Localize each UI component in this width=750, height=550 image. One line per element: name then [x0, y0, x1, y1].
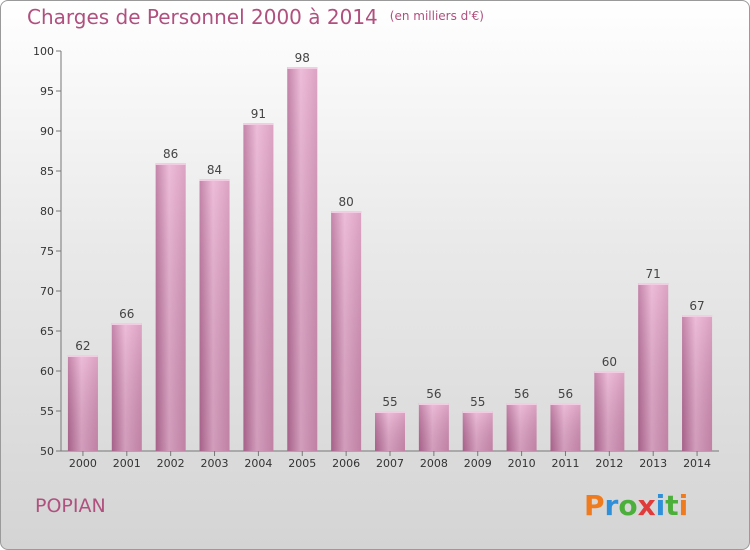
bar-shade	[682, 315, 713, 451]
x-tick-label: 2014	[683, 457, 711, 470]
bar-top-highlight	[331, 211, 362, 213]
logo-letter: P	[584, 489, 605, 522]
bar-shade	[638, 283, 669, 451]
logo-letter: i	[678, 489, 689, 522]
bar-shade	[331, 211, 362, 451]
bars: 62 66 86 84 91 98 80 55 56 55 56 56 60 71 67	[67, 51, 713, 451]
bar-top-highlight	[199, 179, 230, 181]
bar-top-highlight	[287, 67, 318, 69]
x-tick-label: 2000	[69, 457, 97, 470]
x-tick-label: 2003	[201, 457, 229, 470]
logo-letter: t	[665, 489, 679, 522]
x-axis: 2000 2001 2002 2003 2004 2005 2006 2007 2008 2009…	[61, 450, 719, 470]
bar-shade	[243, 123, 274, 451]
y-tick-label: 80	[40, 205, 54, 218]
bar-shade	[155, 163, 186, 451]
bar-value-label: 84	[207, 163, 222, 177]
proxiti-logo: Proxiti	[584, 489, 688, 522]
logo-letter: x	[637, 489, 656, 522]
bar-shade	[67, 355, 98, 451]
x-tick-label: 2010	[508, 457, 536, 470]
bar-value-label: 80	[338, 195, 353, 209]
y-axis: 50 55 60 65 70 75 80 85 90 95 100	[33, 45, 62, 458]
bar-top-highlight	[155, 163, 186, 165]
bar-value-label: 55	[382, 395, 397, 409]
bar-value-label: 56	[426, 387, 441, 401]
logo-letter: i	[655, 489, 666, 522]
bar-shade	[375, 411, 405, 451]
y-tick-label: 100	[33, 45, 54, 58]
y-tick-label: 65	[40, 325, 54, 338]
bar-shade	[550, 403, 581, 451]
title-text: Charges de Personnel 2000 à 2014	[27, 5, 378, 29]
y-tick-label: 85	[40, 165, 54, 178]
x-tick-label: 2008	[420, 457, 448, 470]
bar-value-label: 67	[689, 299, 704, 313]
bar-top-highlight	[111, 323, 142, 325]
x-tick-label: 2012	[595, 457, 623, 470]
x-tick-label: 2007	[376, 457, 404, 470]
bar-top-highlight	[375, 411, 405, 413]
y-tick-label: 60	[40, 365, 54, 378]
bar-shade	[462, 411, 493, 451]
logo-letter: o	[618, 489, 638, 522]
bar-shade	[111, 323, 142, 451]
bar-value-label: 62	[75, 339, 90, 353]
bar-value-label: 66	[119, 307, 134, 321]
bar-shade	[287, 67, 318, 451]
bar-top-highlight	[638, 283, 669, 285]
x-tick-label: 2006	[332, 457, 360, 470]
y-tick-label: 55	[40, 405, 54, 418]
bar-top-highlight	[418, 403, 449, 405]
y-tick-label: 75	[40, 245, 54, 258]
bar-top-highlight	[462, 411, 493, 413]
bar-shade	[418, 403, 449, 451]
y-tick-label: 90	[40, 125, 54, 138]
bar-shade	[594, 371, 625, 451]
y-tick-label: 50	[40, 445, 54, 458]
x-tick-label: 2004	[244, 457, 272, 470]
bar-value-label: 86	[163, 147, 178, 161]
bar-top-highlight	[594, 371, 625, 373]
bar-top-highlight	[67, 355, 98, 357]
x-tick-label: 2009	[464, 457, 492, 470]
bar-value-label: 91	[251, 107, 266, 121]
bar-value-label: 56	[558, 387, 573, 401]
bar-value-label: 55	[470, 395, 485, 409]
y-tick-label: 70	[40, 285, 54, 298]
bar-top-highlight	[682, 315, 713, 317]
bar-top-highlight	[506, 403, 537, 405]
bar-top-highlight	[243, 123, 274, 125]
bar-value-label: 71	[646, 267, 661, 281]
bar-value-label: 98	[295, 51, 310, 65]
bar-value-label: 56	[514, 387, 529, 401]
bar-value-label: 60	[602, 355, 617, 369]
y-tick-label: 95	[40, 85, 54, 98]
commune-name: POPIAN	[35, 495, 106, 517]
chart-title: Charges de Personnel 2000 à 2014 (en mill…	[27, 5, 484, 29]
bar-top-highlight	[550, 403, 581, 405]
x-tick-label: 2005	[288, 457, 316, 470]
chart-subtitle: (en milliers d'€)	[389, 9, 484, 23]
x-tick-label: 2002	[157, 457, 185, 470]
bar-shade	[506, 403, 537, 451]
x-tick-label: 2013	[639, 457, 667, 470]
x-tick-label: 2001	[113, 457, 141, 470]
logo-letter: r	[604, 489, 619, 522]
x-tick-label: 2011	[551, 457, 579, 470]
bar-shade	[199, 179, 230, 451]
